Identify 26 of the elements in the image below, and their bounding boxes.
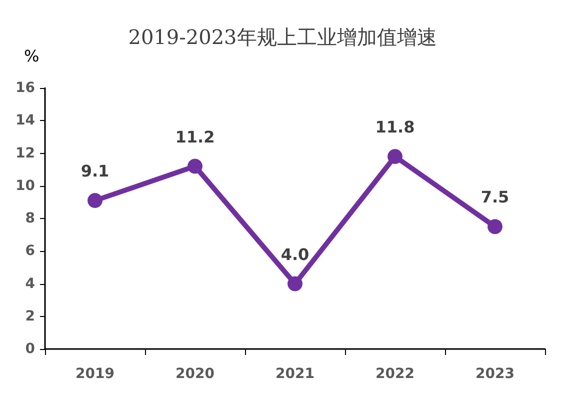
point xyxy=(388,149,402,164)
x-tick-label: 2020 xyxy=(176,366,215,382)
y-tick-label: 16 xyxy=(16,80,35,96)
chart-title: 2019-2023年规上工业增加值增速 xyxy=(128,25,437,49)
point xyxy=(288,276,302,292)
point xyxy=(88,193,102,208)
x-tick-label: 2021 xyxy=(276,366,314,382)
y-tick-label: 4 xyxy=(25,276,36,292)
x-tick-label: 2022 xyxy=(376,366,414,382)
x-tick-label: 2023 xyxy=(476,366,514,382)
data-label: 7.5 xyxy=(480,188,510,207)
point xyxy=(188,158,202,174)
data-label: 9.1 xyxy=(80,162,110,181)
y-tick-label: 0 xyxy=(25,341,36,357)
data-label: 11.8 xyxy=(375,118,415,137)
y-tick-label: 12 xyxy=(16,145,35,162)
data-label: 4.0 xyxy=(280,244,310,264)
y-tick-label: 14 xyxy=(16,112,36,129)
point xyxy=(488,219,502,234)
y-tick-label: 2 xyxy=(25,308,35,324)
y-tick-label: 6 xyxy=(25,243,35,260)
y-tick-label: 8 xyxy=(25,210,35,226)
y-axis-title: % xyxy=(24,46,40,66)
y-tick-label: 10 xyxy=(16,178,36,194)
data-label: 11.2 xyxy=(175,127,215,146)
x-tick-label: 2019 xyxy=(76,366,114,382)
